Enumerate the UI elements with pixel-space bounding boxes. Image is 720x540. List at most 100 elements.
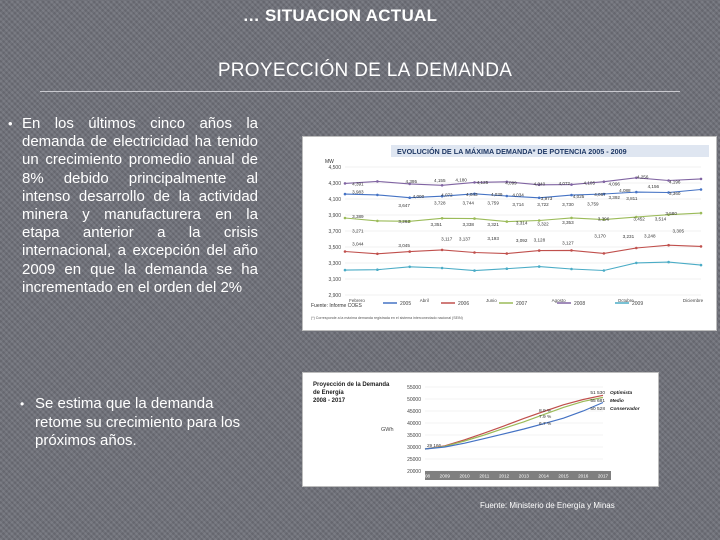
y-axis-label: MW <box>325 159 334 165</box>
x-tick-label: Diciembre <box>683 298 704 303</box>
series-point-2005 <box>602 192 606 196</box>
series-name-label: Medio <box>610 398 624 404</box>
y-tick-label: 45000 <box>407 409 421 415</box>
series-point-2007 <box>408 220 411 223</box>
chart-title-line-2: de Energía <box>313 390 344 396</box>
series-point-2008 <box>537 183 541 187</box>
data-label: 4,256 <box>637 175 649 180</box>
end-value-label: 50 528 <box>590 406 605 412</box>
series-point-2008 <box>635 176 638 180</box>
series-point-2006 <box>667 243 670 247</box>
data-label: 4,156 <box>648 184 660 189</box>
data-label: 4,391 <box>352 181 364 186</box>
x-tick-label: Agosto <box>552 298 567 303</box>
data-label: 3,128 <box>534 237 546 242</box>
series-point-2005 <box>343 192 347 196</box>
legend-label: 2006 <box>458 301 469 307</box>
series-point-2007 <box>343 216 347 220</box>
series-point-2008 <box>408 182 411 186</box>
series-line-Optimista <box>424 394 604 450</box>
series-point-2007 <box>505 220 509 223</box>
data-label: 4,096 <box>608 181 620 186</box>
series-point-2007 <box>667 213 670 216</box>
series-line-Conservador <box>424 401 604 450</box>
data-label: 3,127 <box>562 241 574 246</box>
data-label: 4,155 <box>434 178 446 183</box>
data-label: 3,580 <box>665 211 677 216</box>
x-tick-label: 2011 <box>479 474 489 479</box>
data-label: 3,351 <box>430 222 442 227</box>
data-label: 3,321 <box>487 222 499 227</box>
x-tick-label: 2012 <box>499 474 510 479</box>
y-tick-label: 35000 <box>407 433 421 439</box>
bullet-text-1: En los últimos cinco años la demanda de … <box>22 115 258 296</box>
bullet-icon: • <box>8 116 13 131</box>
start-value-label: 29 166 <box>427 443 441 448</box>
energy-projection-chart-svg: Proyección de la Demanda de Energía 2008 -… <box>313 382 641 480</box>
series-point-2005 <box>699 188 703 191</box>
series-point-2009 <box>473 269 476 272</box>
y-tick-label: 3,300 <box>328 261 341 267</box>
data-label: 4,099 <box>505 181 517 186</box>
data-label: 3,314 <box>516 221 528 226</box>
series-point-2005 <box>473 192 476 196</box>
max-demand-chart-svg: EVOLUCIÓN DE LA MÁXIMA DEMANDA* DE POTEN… <box>311 145 709 320</box>
series-point-2006 <box>440 248 444 252</box>
end-value-label: 51 530 <box>590 390 605 396</box>
y-tick-label: 2,900 <box>328 293 341 299</box>
y-tick-label: 55000 <box>407 385 421 391</box>
series-point-2008 <box>699 177 703 181</box>
data-label: 3,714 <box>512 202 524 207</box>
x-tick-label: 2015 <box>558 474 569 479</box>
series-point-2007 <box>473 217 476 220</box>
max-demand-chart: EVOLUCIÓN DE LA MÁXIMA DEMANDA* DE POTEN… <box>302 136 717 331</box>
data-label: 3,262 <box>398 219 410 224</box>
data-label: 3,193 <box>487 236 499 241</box>
data-label: 3,514 <box>655 217 667 222</box>
data-label: 4,039 <box>491 192 503 197</box>
data-label: 3,647 <box>398 203 410 208</box>
series-line-2007 <box>344 212 702 223</box>
data-label: 3,322 <box>537 221 549 226</box>
x-tick-label: 2017 <box>598 474 609 479</box>
series-name-label: Conservador <box>610 406 641 412</box>
data-label: 4,395 <box>406 179 418 184</box>
series-point-2009 <box>537 265 541 268</box>
data-label: 3,744 <box>462 201 474 206</box>
y-tick-label: 4,500 <box>328 165 341 171</box>
series-point-2008 <box>505 180 509 184</box>
series-point-2007 <box>376 219 379 223</box>
series-point-2005 <box>440 194 444 198</box>
y-tick-label: 4,100 <box>328 197 341 203</box>
series-point-2009 <box>343 268 347 272</box>
y-tick-label: 4,300 <box>328 181 341 187</box>
series-point-2006 <box>343 250 347 253</box>
y-tick-label: 3,100 <box>328 277 341 283</box>
growth-rate-label: 8.9 % <box>539 408 552 414</box>
series-point-2009 <box>570 267 573 271</box>
legend-label: 2008 <box>574 301 585 307</box>
series-point-2007 <box>440 217 444 220</box>
data-label: 3,271 <box>352 229 364 234</box>
data-label: 4,196 <box>669 179 681 184</box>
chart-footnote: (*) Corresponde a la máxima demanda regi… <box>311 316 463 320</box>
data-label: 3,170 <box>594 233 606 238</box>
x-tick-label: 2016 <box>578 474 589 479</box>
data-label: 4,034 <box>512 193 524 198</box>
series-point-2007 <box>635 215 638 219</box>
energy-projection-chart: Proyección de la Demanda de Energía 2008 -… <box>302 372 659 487</box>
data-label: 3,759 <box>587 201 599 206</box>
series-point-2008 <box>570 183 573 186</box>
data-label: 3,730 <box>562 202 574 207</box>
data-label: 4,105 <box>584 181 596 186</box>
legend-label: 2007 <box>516 301 527 307</box>
x-axis-band <box>425 471 611 480</box>
data-label: 4,043 <box>466 192 478 197</box>
data-label: 3,353 <box>562 220 574 225</box>
data-label: 3,044 <box>352 241 364 246</box>
series-point-2006 <box>635 246 638 250</box>
series-point-2009 <box>699 263 703 267</box>
series-point-2005 <box>376 193 379 197</box>
series-point-2005 <box>505 194 509 198</box>
chart-title-line-3: 2008 - 2017 <box>313 398 346 404</box>
